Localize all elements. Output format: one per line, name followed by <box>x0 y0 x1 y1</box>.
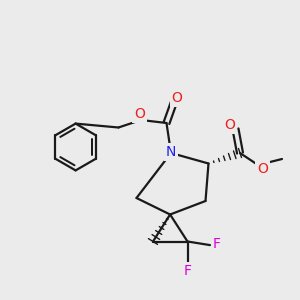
Text: O: O <box>225 118 236 132</box>
Text: N: N <box>166 145 176 159</box>
Text: O: O <box>257 162 268 176</box>
Text: O: O <box>134 107 145 121</box>
Text: O: O <box>172 91 182 105</box>
Text: F: F <box>184 264 192 278</box>
Text: F: F <box>213 238 221 251</box>
